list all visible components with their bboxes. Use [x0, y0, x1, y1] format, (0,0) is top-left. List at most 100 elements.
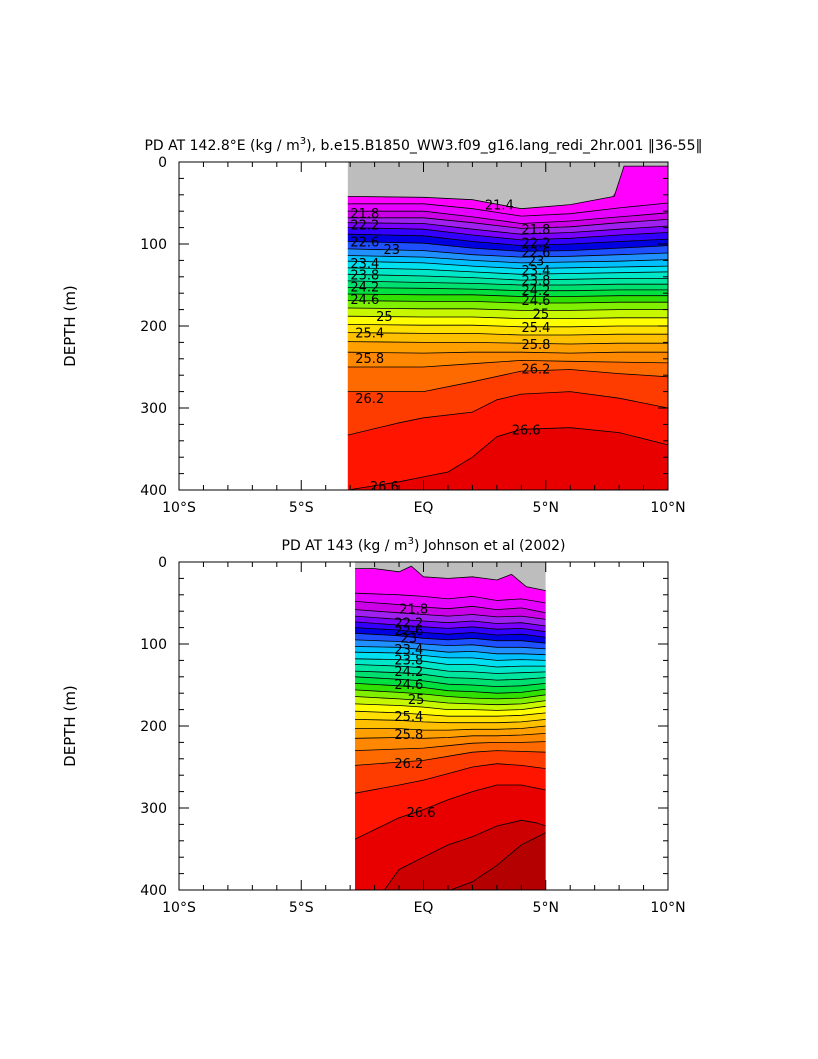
contour-band	[347, 203, 668, 224]
isopycnal-line	[355, 627, 546, 638]
isopycnal-line	[355, 601, 546, 614]
contour-band	[355, 621, 546, 638]
contour-label: 23.4	[394, 643, 423, 658]
contour-band	[355, 566, 546, 603]
isopycnal-line	[355, 615, 546, 627]
contour-label: 23.8	[350, 268, 379, 283]
contour-label: 26.2	[521, 363, 550, 378]
contour-label: 23	[528, 254, 545, 269]
contour-label: 25.4	[394, 710, 423, 725]
isopycnal-line	[355, 696, 546, 706]
y-tick-label: 0	[158, 555, 167, 571]
contour-label: 21.8	[350, 207, 379, 222]
contour-label: 22.6	[350, 236, 379, 251]
y-tick-label: 300	[140, 801, 167, 817]
isopycnal-line	[347, 351, 668, 354]
isopycnal-line	[347, 359, 668, 368]
isopycnal-line	[355, 784, 546, 840]
contour-band	[347, 261, 668, 275]
contour-band	[347, 341, 668, 354]
isopycnal-line	[355, 664, 546, 674]
x-tick-label: 10°N	[650, 500, 685, 516]
isopycnal-line	[355, 632, 546, 644]
x-tick-label: 10°N	[650, 900, 685, 916]
isopycnal-line	[355, 725, 546, 731]
y-tick-label: 0	[158, 155, 167, 171]
contour-label: 25.8	[394, 728, 423, 743]
isopycnal-line	[384, 819, 546, 890]
isopycnal-line	[347, 341, 668, 345]
isopycnal-line	[347, 315, 668, 319]
contour-label: 26.6	[370, 480, 399, 495]
isopycnal-line	[355, 733, 546, 739]
contour-label: 22.6	[521, 246, 550, 261]
contour-label: 23.8	[521, 274, 550, 289]
isopycnal-line	[355, 683, 546, 694]
contour-band	[347, 287, 668, 297]
x-tick-label: 5°N	[533, 900, 559, 916]
contour-band	[355, 601, 546, 620]
isopycnal-line	[347, 300, 668, 304]
contour-label: 23	[383, 243, 400, 258]
contour-label: 24.2	[394, 665, 423, 680]
contour-band	[355, 664, 546, 680]
y-tick-label: 200	[140, 719, 167, 735]
isopycnal-line	[347, 332, 668, 336]
isopycnal-line	[347, 222, 668, 235]
isopycnal-line	[347, 260, 668, 270]
chart-title: PD AT 143 (kg / m3) Johnson et al (2002)	[282, 536, 566, 554]
contour-band	[347, 427, 668, 490]
y-tick-label: 200	[140, 319, 167, 335]
x-tick-label: 5°S	[289, 500, 314, 516]
x-tick-label: EQ	[414, 500, 434, 516]
y-axis-label: DEPTH (m)	[61, 685, 79, 767]
isopycnal-line	[355, 646, 546, 656]
isopycnal-line	[347, 307, 668, 311]
isopycnal-line	[355, 621, 546, 633]
contour-band	[347, 369, 668, 436]
isopycnal-line	[355, 750, 546, 766]
contour-label: 24.2	[350, 281, 379, 296]
contour-label: 22.2	[521, 236, 550, 251]
contour-band	[347, 211, 668, 229]
contour-band	[347, 332, 668, 344]
y-tick-label: 300	[140, 401, 167, 417]
isopycnal-line	[355, 741, 546, 751]
contour-band	[355, 652, 546, 667]
x-tick-label: 5°N	[533, 500, 559, 516]
isopycnal-line	[355, 719, 546, 724]
contour-label: 26.6	[512, 423, 541, 438]
contour-band	[347, 217, 668, 235]
contour-band	[347, 241, 668, 258]
isopycnal-line	[347, 287, 668, 292]
chart-title: PD AT 142.8°E (kg / m3), b.e15.B1850_WW3…	[144, 136, 702, 154]
contour-label: 22.2	[394, 617, 423, 632]
isopycnal-line	[347, 233, 668, 247]
contour-label: 24.6	[521, 294, 550, 309]
contour-label: 24.6	[350, 293, 379, 308]
contour-label: 26.6	[407, 806, 436, 821]
contour-band	[347, 166, 668, 216]
contour-band	[347, 324, 668, 335]
contour-label: 23.4	[521, 264, 550, 279]
x-tick-label: 10°S	[162, 900, 196, 916]
isopycnal-line	[355, 710, 546, 717]
isopycnal-line	[347, 293, 668, 297]
isopycnal-line	[355, 639, 546, 650]
isopycnal-line	[347, 267, 668, 275]
isopycnal-line	[355, 703, 546, 711]
contour-label: 25.4	[521, 321, 550, 336]
contour-band	[355, 593, 546, 613]
isopycnal-line	[355, 689, 546, 700]
y-tick-label: 400	[140, 883, 167, 899]
isopycnal-line	[347, 324, 668, 328]
isopycnal-line	[355, 651, 546, 661]
contour-band	[355, 609, 546, 626]
contour-band	[355, 658, 546, 674]
contour-label: 25.4	[355, 327, 384, 342]
isopycnal-line	[347, 217, 668, 229]
contour-band	[347, 234, 668, 252]
x-tick-label: 5°S	[289, 900, 314, 916]
